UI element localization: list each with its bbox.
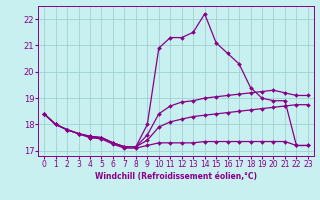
X-axis label: Windchill (Refroidissement éolien,°C): Windchill (Refroidissement éolien,°C): [95, 172, 257, 181]
